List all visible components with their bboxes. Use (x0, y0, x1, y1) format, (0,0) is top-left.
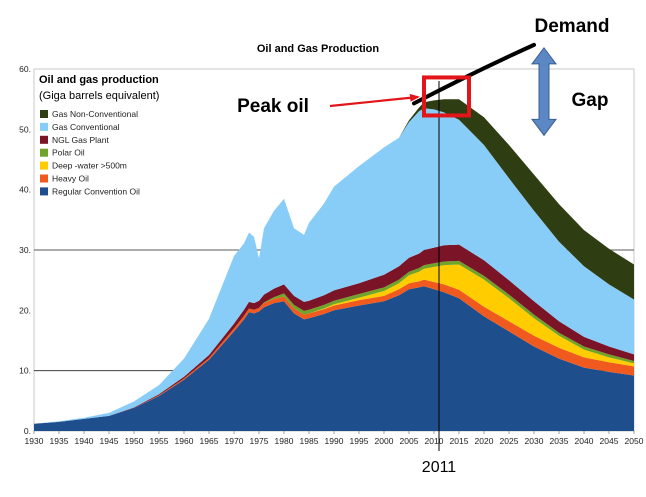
legend-swatch (40, 187, 48, 196)
x-tick-label: 1940 (75, 436, 94, 446)
x-tick-label: 2040 (575, 436, 594, 446)
peak-oil-box (422, 75, 471, 118)
legend-label: Gas Non-Conventional (52, 109, 138, 119)
x-tick-label: 1950 (125, 436, 144, 446)
x-tick-label: 2035 (550, 436, 569, 446)
y-tick-label: 0. (24, 426, 31, 436)
x-tick-label: 1930 (25, 436, 44, 446)
y-tick-label: 30. (19, 245, 31, 255)
y-tick-label: 50. (19, 124, 31, 134)
area-heavy-oil (34, 279, 634, 424)
x-tick-label: 1970 (225, 436, 244, 446)
legend-swatch (40, 174, 48, 183)
y-tick-label: 40. (19, 185, 31, 195)
x-tick-label: 2050 (625, 436, 644, 446)
legend-label: Gas Conventional (52, 122, 120, 132)
legend-subtitle: (Giga barrels equivalent) (39, 90, 159, 102)
y-tick-label: 10. (19, 366, 31, 376)
x-tick-label: 2030 (525, 436, 544, 446)
x-tick-label: 2025 (500, 436, 519, 446)
peak-oil-arrow (329, 93, 420, 108)
x-tick-label: 1960 (175, 436, 194, 446)
x-tick-label: 1995 (350, 436, 369, 446)
area-deep-water-500m (34, 264, 634, 424)
x-tick-label: 1935 (50, 436, 69, 446)
x-tick-label: 1945 (100, 436, 119, 446)
x-tick-label: 1990 (325, 436, 344, 446)
x-tick-label: 2010 (425, 436, 444, 446)
x-tick-label: 1980 (275, 436, 294, 446)
x-tick-label: 1955 (150, 436, 169, 446)
peak-oil-label: Peak oil (237, 96, 309, 117)
year-marker-label: 2011 (422, 459, 457, 476)
legend-label: Polar Oil (52, 148, 85, 158)
legend-label: NGL Gas Plant (52, 135, 109, 145)
x-tick-label: 1965 (200, 436, 219, 446)
demand-label: Demand (535, 16, 610, 37)
legend-label: Heavy Oil (52, 174, 89, 184)
area-gas-conventional (34, 108, 634, 424)
x-tick-label: 2000 (375, 436, 394, 446)
gap-arrow (531, 47, 557, 137)
y-tick-label: 20. (19, 305, 31, 315)
y-tick-label: 60. (19, 64, 31, 74)
legend-swatch (40, 135, 48, 144)
gap-label: Gap (572, 90, 609, 111)
legend-swatch (40, 110, 48, 118)
legend-title: Oil and gas production (39, 74, 159, 86)
demand-curve (412, 42, 536, 106)
area-regular-convention-oil (34, 286, 634, 431)
x-tick-label: 2015 (450, 436, 469, 446)
x-tick-label: 1975 (250, 436, 269, 446)
chart-title: Oil and Gas Production (257, 43, 380, 55)
x-tick-label: 1985 (300, 436, 319, 446)
legend-swatch (40, 122, 48, 131)
x-tick-label: 2045 (600, 436, 619, 446)
x-tick-label: 2020 (475, 436, 494, 446)
legend-label: Deep -water >500m (52, 161, 127, 171)
x-tick-label: 2005 (400, 436, 419, 446)
legend-swatch (40, 148, 48, 157)
legend-label: Regular Convention Oil (52, 186, 140, 196)
legend-swatch (40, 161, 48, 170)
